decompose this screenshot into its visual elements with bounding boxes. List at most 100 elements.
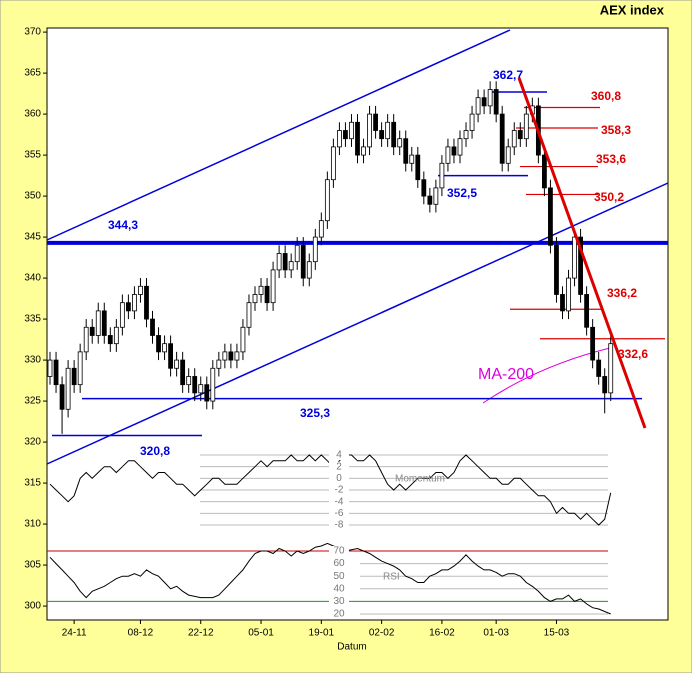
y-tick-label: 335: [24, 314, 41, 325]
candle-body: [445, 146, 451, 164]
y-tick-label: 300: [24, 601, 41, 612]
candle-body: [192, 376, 198, 394]
candle-body: [288, 261, 294, 271]
candle-body: [608, 343, 614, 394]
candle-body: [125, 302, 131, 312]
candle-body: [523, 113, 529, 140]
candle-body: [469, 113, 475, 131]
y-tick-label: 365: [24, 68, 41, 79]
candle-body: [517, 130, 523, 140]
x-tick-label: 19-01: [309, 628, 335, 639]
tick-label-bg: [329, 558, 349, 569]
rsi-line: [49, 542, 611, 615]
level-label: 325,3: [300, 406, 330, 420]
candle-body: [487, 89, 493, 107]
x-tick-label: 15-03: [544, 628, 570, 639]
candle-body: [463, 130, 469, 140]
indicator-tick-label: -8: [335, 520, 344, 531]
y-tick-label: 355: [24, 150, 41, 161]
candle-body: [578, 236, 583, 295]
candle-body: [252, 294, 258, 304]
candle-body: [162, 343, 167, 353]
candle-body: [584, 294, 590, 328]
candle-body: [150, 318, 155, 336]
candle-body: [132, 294, 137, 312]
candle-body: [349, 121, 354, 140]
ma-label: MA-200: [478, 366, 534, 383]
rsi-label: RSI: [383, 572, 400, 583]
candle-body: [113, 326, 119, 345]
candle-body: [481, 97, 487, 107]
candle-body: [343, 130, 348, 140]
indicator-tick-label: 0: [336, 473, 342, 484]
candle-body: [216, 359, 222, 369]
x-tick-label: 16-02: [429, 628, 455, 639]
chart-title: AEX index: [600, 2, 665, 17]
candle-body: [572, 236, 577, 279]
indicator-tick-label: 70: [333, 546, 345, 557]
level-label: 332,6: [618, 347, 648, 361]
level-label: 320,8: [140, 444, 170, 458]
level-label: 352,5: [447, 186, 477, 200]
level-label: 344,3: [108, 218, 138, 232]
level-label: 336,2: [607, 286, 637, 300]
candle-body: [409, 154, 415, 164]
candle-body: [330, 146, 336, 181]
candle-body: [65, 367, 71, 410]
y-tick-label: 330: [24, 355, 41, 366]
candle-body: [222, 351, 228, 361]
candle-body: [174, 359, 180, 369]
candle-body: [391, 121, 397, 148]
candle-body: [451, 146, 457, 156]
candle-body: [505, 146, 511, 164]
tick-label-bg: [329, 450, 349, 460]
candle-body: [324, 179, 330, 222]
indicator-tick-label: 60: [333, 558, 345, 569]
candle-body: [95, 310, 101, 336]
candle-body: [511, 130, 517, 148]
candle-body: [367, 113, 372, 148]
level-label: 353,6: [596, 152, 626, 166]
tick-label-bg: [329, 546, 349, 556]
x-axis-label: Datum: [337, 642, 366, 653]
candle-body: [385, 121, 391, 140]
candle-body: [186, 376, 192, 386]
candle-body: [294, 244, 300, 263]
level-label: 358,3: [601, 123, 631, 137]
candle-body: [59, 384, 65, 410]
candle-body: [89, 326, 95, 336]
candle-body: [493, 89, 499, 115]
tick-label-bg: [329, 496, 349, 507]
level-label: 360,8: [591, 89, 621, 103]
tick-label-bg: [329, 461, 349, 472]
candle-body: [138, 285, 143, 295]
candle-body: [548, 187, 553, 246]
candle-body: [427, 195, 433, 205]
candle-body: [361, 146, 366, 156]
candle-body: [306, 261, 312, 279]
candle-body: [602, 376, 608, 394]
candle-body: [337, 130, 342, 148]
indicator-tick-label: 50: [333, 571, 345, 582]
y-tick-label: 325: [24, 396, 41, 407]
channel-lower: [46, 182, 669, 465]
candle-body: [300, 244, 306, 279]
level-label: 350,2: [594, 190, 624, 204]
x-tick-label: 22-12: [188, 628, 214, 639]
candle-body: [554, 244, 559, 295]
candle-body: [276, 253, 282, 271]
candle-body: [83, 326, 89, 353]
candle-body: [204, 384, 210, 402]
candle-body: [475, 97, 481, 115]
x-tick-label: 02-02: [369, 628, 395, 639]
candle-body: [499, 113, 505, 164]
candle-body: [234, 351, 240, 361]
candle-body: [397, 138, 403, 148]
y-tick-label: 340: [24, 273, 41, 284]
tick-label-bg: [329, 583, 349, 594]
candle-body: [240, 326, 246, 353]
candle-body: [566, 277, 571, 312]
candle-body: [228, 351, 234, 361]
indicator-tick-label: 4: [336, 450, 342, 461]
